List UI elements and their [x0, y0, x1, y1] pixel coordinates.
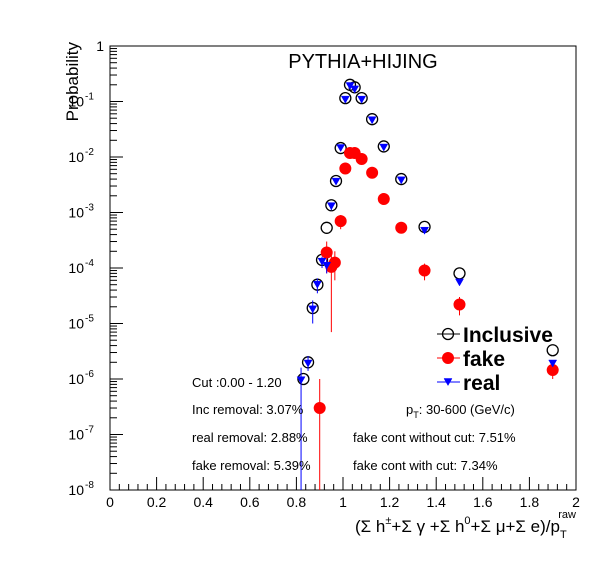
y-tick-exponent: -5: [85, 314, 94, 325]
x-tick-label: 1.4: [426, 494, 446, 510]
y-tick-label: 10: [68, 205, 84, 221]
real-point: [308, 305, 318, 314]
real-point: [420, 226, 429, 235]
series-real: [296, 82, 558, 490]
legend-label-real: real: [463, 372, 500, 395]
real-point: [367, 116, 377, 125]
inclusive-point: [329, 174, 343, 188]
fake-point: [377, 193, 390, 206]
y-tick-label: 10: [68, 316, 84, 332]
fake-point: [320, 246, 333, 259]
x-tick-label: 0.6: [240, 494, 260, 510]
inclusive-point: [395, 172, 408, 186]
series-fake: [313, 147, 559, 490]
y-tick-exponent: -2: [85, 147, 94, 158]
annotation-real-removal: real removal: 2.88%: [192, 430, 308, 445]
fake-point: [395, 221, 408, 234]
real-point: [296, 376, 306, 385]
x-axis-label: (Σ h±+Σ γ +Σ h0+Σ μ+Σ e)/pTraw: [355, 509, 576, 541]
inclusive-point: [325, 199, 338, 212]
y-tick-exponent: -4: [85, 258, 94, 269]
x-tick-label: 0: [106, 494, 114, 510]
real-point: [326, 202, 336, 211]
fake-point: [366, 166, 379, 179]
y-tick-exponent: -7: [85, 425, 94, 436]
x-tick-label: 1.8: [520, 494, 540, 510]
y-tick-label: 10: [68, 149, 84, 165]
annotation-fake-removal: fake removal: 5.39%: [192, 458, 311, 473]
fake-point: [313, 402, 326, 415]
inclusive-point: [334, 141, 347, 155]
series-layer: [296, 78, 559, 490]
inclusive-point: [297, 372, 310, 386]
y-axis: 110-110-210-310-410-510-610-710-8: [68, 38, 123, 498]
fake-point: [328, 256, 341, 269]
legend-marker-real: [443, 378, 453, 387]
x-tick-label: 1.2: [380, 494, 400, 510]
y-tick-label: 10: [68, 94, 84, 110]
y-tick-exponent: -8: [85, 480, 94, 491]
real-point: [312, 280, 322, 289]
legend-label-inclusive: Inclusive: [463, 324, 553, 347]
real-point: [336, 144, 346, 153]
annotation-fake-cont-without-cut: fake cont without cut: 7.51%: [353, 430, 516, 445]
y-tick-label: 1: [96, 38, 104, 54]
annotation-inc-removal: Inc removal: 3.07%: [192, 402, 304, 417]
annotation-fake-cont-with-cut: fake cont with cut: 7.34%: [353, 458, 498, 473]
real-point: [317, 257, 327, 266]
x-tick-label: 0.2: [147, 494, 167, 510]
legend-marker-fake: [442, 352, 454, 364]
real-point: [340, 95, 350, 104]
real-point: [322, 261, 332, 270]
legend-marker-inclusive: [441, 327, 455, 341]
inclusive-point: [365, 113, 379, 126]
y-tick-exponent: -1: [85, 92, 94, 103]
fake-point: [334, 215, 347, 228]
real-point: [379, 143, 389, 152]
real-point: [350, 85, 360, 94]
chart-title: PYTHIA+HIJING: [288, 51, 437, 73]
inclusive-point: [320, 221, 333, 234]
inclusive-point: [377, 140, 390, 153]
y-tick-label: 10: [68, 371, 84, 387]
y-tick-exponent: -6: [85, 369, 94, 380]
annotation-cut: Cut :0.00 - 1.20: [192, 375, 282, 390]
fake-point: [339, 162, 352, 175]
x-tick-label: 2: [572, 494, 580, 510]
y-tick-label: 10: [68, 482, 84, 498]
real-point: [455, 278, 464, 287]
real-point: [548, 359, 558, 368]
plot-frame: [109, 45, 577, 491]
y-axis-label: Probability: [63, 42, 82, 122]
real-point: [331, 177, 341, 186]
x-axis: 0 0.2 0.4 0.6 0.8 1 1.2 1.4 1.6 1.8 2: [106, 477, 580, 510]
real-point: [303, 359, 313, 368]
real-point: [396, 176, 406, 185]
x-tick-label: 0.4: [193, 494, 213, 510]
fake-point: [418, 264, 431, 277]
series-inclusive: [297, 78, 559, 386]
y-tick-label: 10: [68, 427, 84, 443]
y-tick-exponent: -3: [85, 203, 94, 214]
inclusive-point: [453, 267, 466, 280]
inclusive-point: [546, 344, 559, 357]
fake-point: [355, 153, 368, 166]
fake-point: [453, 298, 466, 311]
x-tick-label: 1: [339, 494, 347, 510]
y-tick-label: 10: [68, 260, 84, 276]
legend-label-fake: fake: [463, 348, 505, 371]
annotation-pt-range: pT: 30-600 (GeV/c): [406, 402, 515, 420]
x-tick-label: 1.6: [473, 494, 493, 510]
x-tick-label: 0.8: [287, 494, 307, 510]
real-point: [357, 95, 367, 104]
